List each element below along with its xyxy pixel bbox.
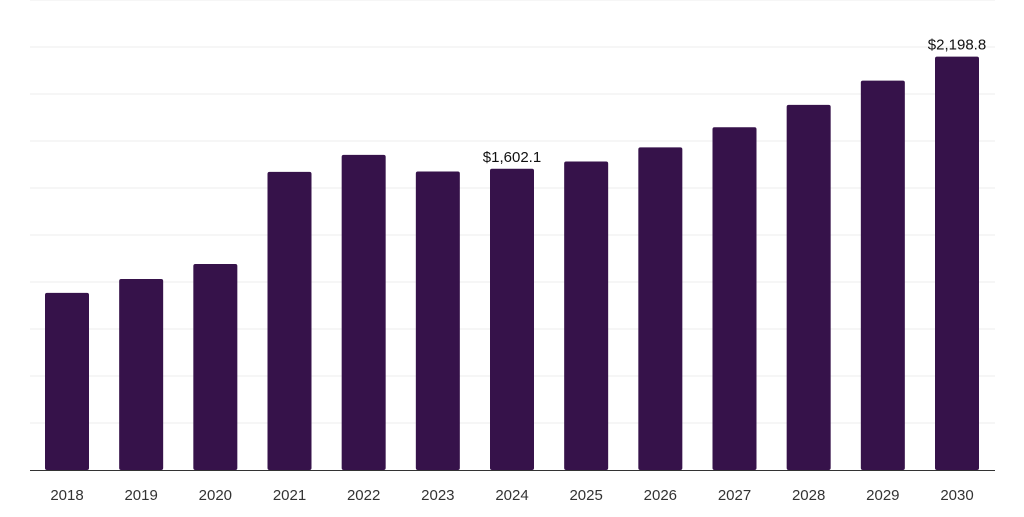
bar-2029 bbox=[860, 80, 905, 470]
bar-2027 bbox=[712, 127, 757, 470]
x-tick-label-2023: 2023 bbox=[421, 487, 454, 504]
bar-2030 bbox=[935, 56, 979, 470]
bar-2021 bbox=[267, 171, 312, 470]
x-tick-label-2026: 2026 bbox=[644, 487, 677, 504]
data-label-2024: $1,602.1 bbox=[483, 149, 541, 166]
x-tick-label-2027: 2027 bbox=[718, 487, 751, 504]
bar-2023 bbox=[415, 171, 460, 470]
bar-2025 bbox=[564, 161, 609, 470]
data-labels: $1,602.1 $2,198.8 bbox=[483, 37, 986, 166]
x-tick-label-2022: 2022 bbox=[347, 487, 380, 504]
bar-2019 bbox=[119, 278, 164, 470]
bar-2026 bbox=[638, 147, 683, 470]
x-tick-label-2020: 2020 bbox=[199, 487, 232, 504]
x-tick-label-2029: 2029 bbox=[866, 487, 899, 504]
bar-2024 bbox=[490, 168, 534, 470]
bar-2022 bbox=[341, 154, 386, 471]
x-tick-label-2018: 2018 bbox=[50, 487, 83, 504]
x-tick-label-2024: 2024 bbox=[495, 487, 528, 504]
bar-2018 bbox=[45, 292, 89, 470]
x-tick-label-2028: 2028 bbox=[792, 487, 825, 504]
x-tick-label-2030: 2030 bbox=[940, 487, 973, 504]
x-axis-tick-labels: 2018 2019 2020 2021 2022 2023 2024 2025 2026 2027… bbox=[50, 487, 973, 504]
bars bbox=[45, 56, 979, 471]
bar-2028 bbox=[786, 104, 831, 471]
x-tick-label-2025: 2025 bbox=[569, 487, 602, 504]
bar-2020 bbox=[193, 263, 238, 470]
x-tick-label-2019: 2019 bbox=[124, 487, 157, 504]
x-tick-label-2021: 2021 bbox=[273, 487, 306, 504]
data-label-2030: $2,198.8 bbox=[928, 37, 986, 54]
